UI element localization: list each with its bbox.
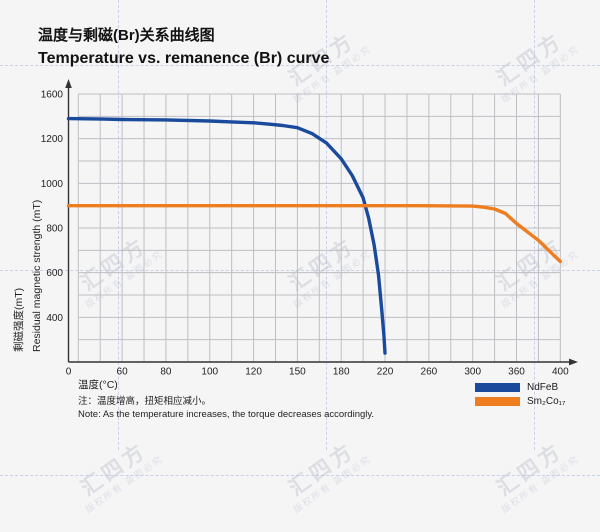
x-tick-label: 260 (421, 367, 438, 378)
x-tick-label: 150 (289, 367, 306, 378)
x-tick-label: 360 (508, 367, 525, 378)
x-axis-title: 温度(°C) (78, 378, 118, 391)
y-tick-label: 1600 (41, 90, 64, 101)
line-chart: 1600 1200 1000 800 600 400 0 60 80 100 120 150 180 22… (12, 79, 578, 391)
chart-legend: NdFeB Sm₂Co₁₇ (475, 380, 565, 408)
axes (67, 86, 571, 363)
chart-header: 温度与剩磁(Br)关系曲线图 Temperature vs. remanence… (38, 25, 329, 70)
legend-swatch-ndfeb (475, 382, 520, 392)
legend-swatch-sm2co17 (475, 396, 520, 406)
x-tick-label: 120 (245, 367, 262, 378)
y-tick-label: 600 (46, 268, 63, 279)
watermark-guide-line (0, 270, 600, 271)
footnote-en: Note: As the temperature increases, the … (78, 409, 375, 420)
y-tick-label: 400 (46, 313, 63, 324)
y-tick-label: 1000 (41, 179, 64, 190)
y-axis-arrow-icon (65, 79, 72, 88)
series-curve-NdFeB (66, 116, 387, 355)
watermark-guide-line (118, 0, 119, 450)
series-curve-Sm₂Co₁₇ (66, 204, 562, 264)
watermark-guide-line (0, 65, 600, 66)
watermark-guide-line (0, 475, 600, 476)
y-tick-label: 1200 (41, 134, 64, 145)
x-tick-label: 0 (66, 367, 72, 378)
x-tick-label: 100 (201, 367, 218, 378)
page-title-zh: 温度与剩磁(Br)关系曲线图 (38, 27, 215, 44)
x-tick-label: 220 (377, 367, 394, 378)
page-title-en: Temperature vs. remanence (Br) curve (38, 50, 330, 67)
grid (77, 93, 561, 363)
watermark-guide-line (326, 0, 327, 450)
y-axis-title-zh: 剩磁强度(mT) (12, 288, 25, 352)
footnote: 注：温度增高，扭矩相应减小。 Note: As the temperature … (78, 395, 374, 421)
legend-item-ndfeb: NdFeB (475, 380, 565, 394)
watermark-guide-line (534, 0, 535, 450)
y-axis-title-en: Residual magnetic strength (mT) (31, 200, 43, 352)
x-tick-label: 400 (552, 367, 569, 378)
legend-item-sm2co17: Sm₂Co₁₇ (475, 394, 565, 408)
x-tick-label: 180 (333, 367, 350, 378)
x-axis-arrow-icon (569, 358, 578, 366)
footnote-zh: 注：温度增高，扭矩相应减小。 (78, 396, 212, 407)
x-tick-label: 80 (160, 367, 172, 378)
legend-label-sm2co17: Sm₂Co₁₇ (527, 395, 566, 407)
x-tick-label: 60 (117, 367, 129, 378)
legend-label-ndfeb: NdFeB (527, 381, 559, 393)
y-tick-label: 800 (46, 224, 63, 235)
x-tick-label: 300 (464, 367, 481, 378)
